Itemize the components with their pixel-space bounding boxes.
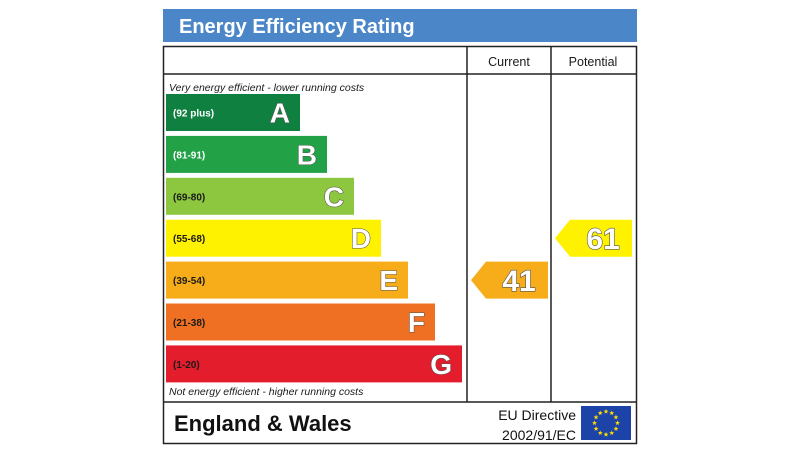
band-f-bar xyxy=(166,303,435,341)
eu-star xyxy=(593,414,599,420)
eu-star xyxy=(613,426,619,431)
eu-star xyxy=(597,410,603,416)
band-d-letter: D xyxy=(351,223,371,254)
column-header-current: Current xyxy=(488,55,530,69)
title-bar xyxy=(163,9,637,42)
eu-flag-icon xyxy=(581,406,631,440)
eu-directive-number: 2002/91/EC xyxy=(502,427,576,443)
bottom-note: Not energy efficient - higher running co… xyxy=(169,386,364,398)
band-a-bar xyxy=(166,94,300,131)
band-d-range: (55-68) xyxy=(173,234,205,245)
column-header-potential: Potential xyxy=(569,55,618,69)
band-g-letter: G xyxy=(430,349,452,380)
band-e-range: (39-54) xyxy=(173,276,205,287)
band-d-bar xyxy=(166,219,381,257)
eu-star xyxy=(615,420,620,426)
eu-star xyxy=(613,414,619,420)
top-note: Very energy efficient - lower running co… xyxy=(169,82,365,94)
potential-rating-arrow xyxy=(555,219,632,257)
eu-star xyxy=(609,430,615,436)
rating-bands: (92 plus) A (81-91) B (69-80) C (55-68) D (39-54… xyxy=(166,94,462,383)
band-c-letter: C xyxy=(324,181,344,212)
band-b-bar xyxy=(166,135,327,173)
eu-star xyxy=(603,408,609,414)
band-c-bar xyxy=(166,177,354,215)
band-c-range: (69-80) xyxy=(173,192,205,203)
band-e-bar xyxy=(166,261,408,299)
band-g-range: (1-20) xyxy=(173,360,200,371)
eu-star xyxy=(603,431,609,437)
chart-title: Energy Efficiency Rating xyxy=(179,16,415,38)
band-b-range: (81-91) xyxy=(173,150,205,161)
band-b-letter: B xyxy=(297,139,317,170)
band-g-bar xyxy=(166,345,462,383)
chart-frame xyxy=(162,45,638,445)
eu-star xyxy=(592,420,597,426)
eu-star xyxy=(593,426,599,431)
eu-star xyxy=(609,410,615,416)
eu-star xyxy=(597,430,603,436)
current-rating-arrow xyxy=(471,261,548,299)
potential-rating-value: 61 xyxy=(586,223,619,256)
band-e-letter: E xyxy=(379,265,398,296)
band-a-letter: A xyxy=(270,98,290,129)
rating-arrows: 41 61 xyxy=(471,219,632,299)
region-label: England & Wales xyxy=(174,411,352,436)
band-f-range: (21-38) xyxy=(173,318,205,329)
eu-directive-label: EU Directive xyxy=(498,407,576,423)
band-f-letter: F xyxy=(408,307,425,338)
band-a-range: (92 plus) xyxy=(173,109,214,120)
current-rating-value: 41 xyxy=(502,265,535,298)
